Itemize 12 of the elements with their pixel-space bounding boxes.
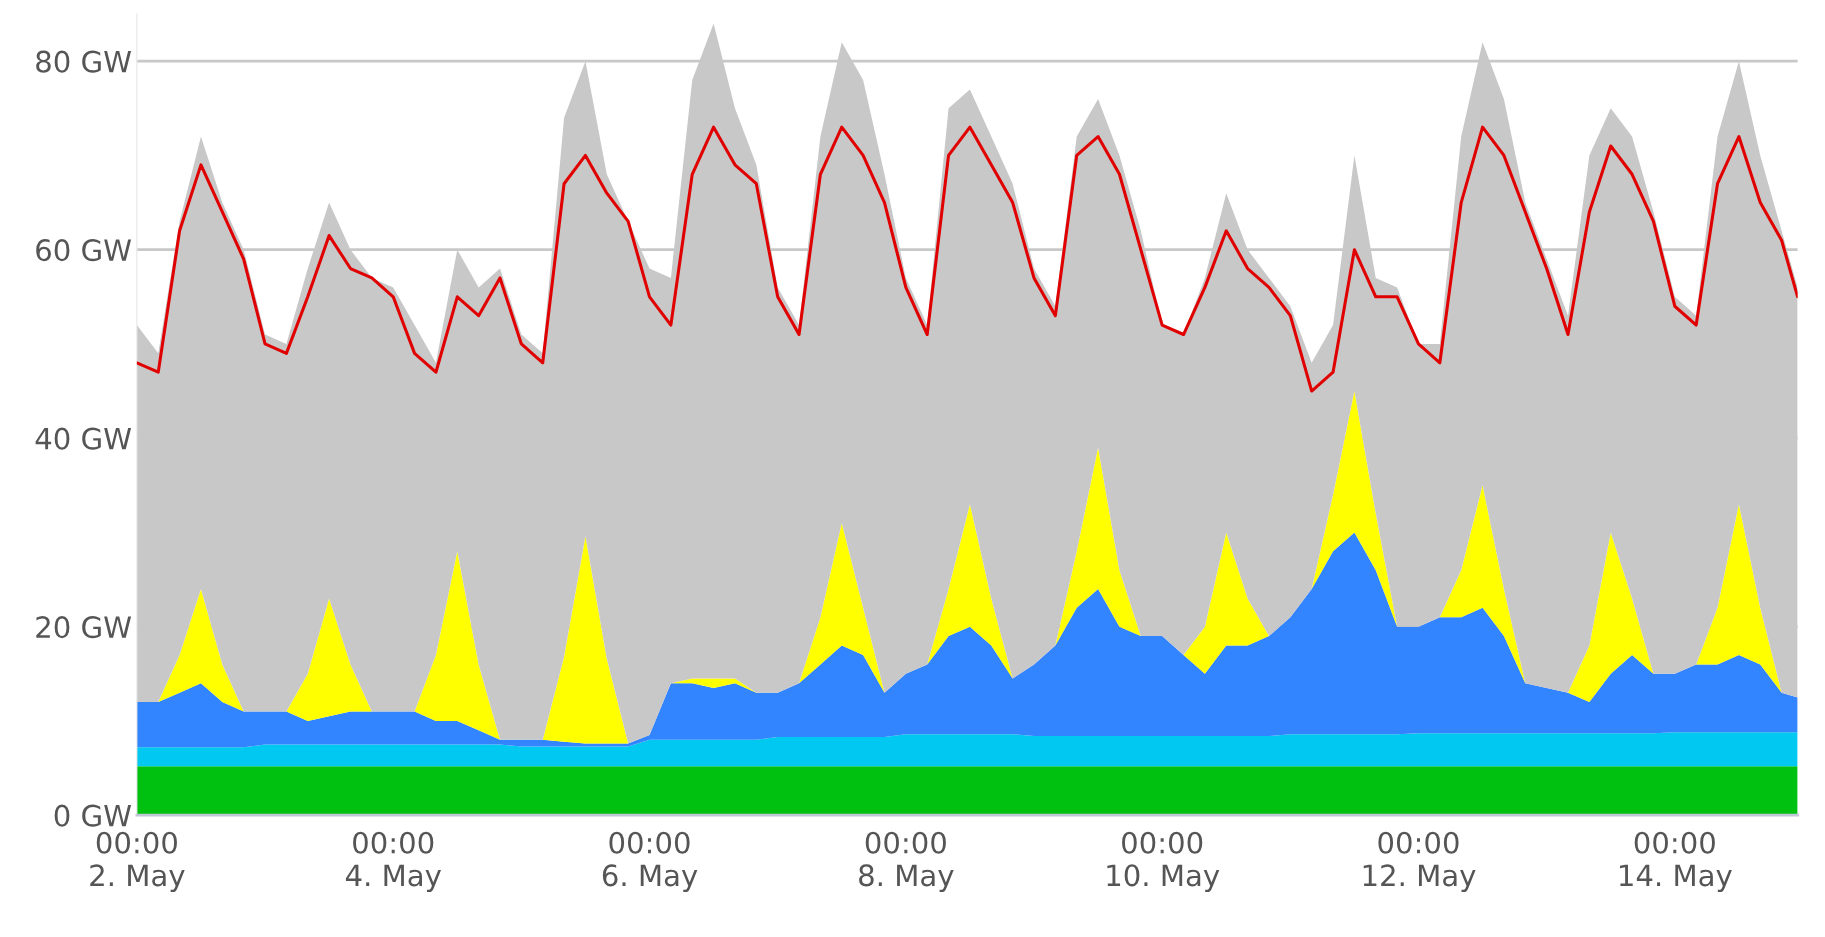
y-tick-label: 20 GW	[36, 616, 132, 639]
x-tick-label: 00:00 12. May	[1363, 831, 1476, 893]
y-tick-label: 60 GW	[36, 239, 132, 262]
x-tick-label: 00:00 2. May	[90, 831, 185, 893]
x-tick-label: 00:00 8. May	[859, 831, 954, 893]
y-tick-label: 80 GW	[36, 50, 132, 73]
x-tick-label: 00:00 4. May	[345, 831, 442, 893]
x-tick-label: 00:00 10. May	[1107, 831, 1220, 893]
x-tick-label: 00:00 14. May	[1620, 831, 1732, 893]
x-tick-label: 00:00 6. May	[602, 831, 698, 893]
y-tick-label: 40 GW	[35, 427, 132, 450]
y-tick-label: 0 GW	[54, 804, 132, 827]
